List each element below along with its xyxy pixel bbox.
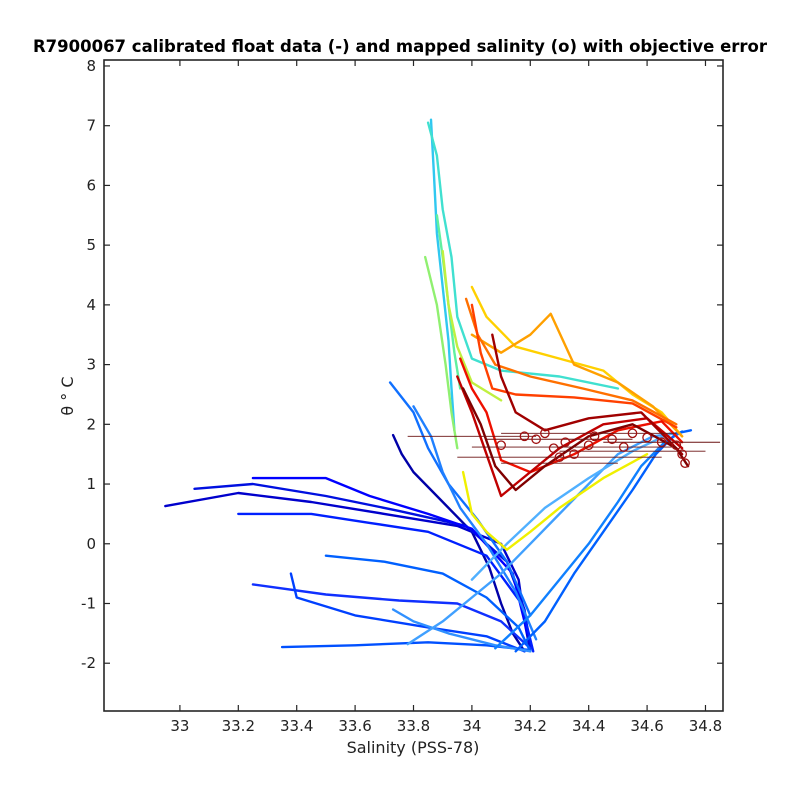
y-tick-label: 5 xyxy=(86,236,96,254)
mapped-salinity-point-4 xyxy=(560,437,571,448)
mapped-salinity-point-1 xyxy=(531,434,541,445)
x-tick-label: 34.6 xyxy=(630,717,663,735)
profile-line-0 xyxy=(391,433,526,653)
x-axis-ticks: 33 33.2 33.4 33.6 33.8 34 34.2 34.4 34.6 34.8 xyxy=(170,60,722,735)
plot-area xyxy=(104,60,723,711)
mapped-salinity-point-14 xyxy=(677,449,687,460)
y-tick-label: 4 xyxy=(86,296,96,314)
y-tick-label: 0 xyxy=(86,535,96,553)
mapped-salinity-point-5 xyxy=(569,449,579,460)
mapped-salinity-point-10 xyxy=(627,428,638,439)
x-tick-label: 34.8 xyxy=(689,717,722,735)
y-tick-label: 3 xyxy=(86,356,96,374)
mapped-salinity-point-16 xyxy=(496,440,506,451)
profile-line-23 xyxy=(470,312,684,438)
mapped-salinity-point-0 xyxy=(519,431,530,442)
y-axis-ticks: -2 -1 0 1 2 3 4 5 6 7 8 xyxy=(81,57,723,672)
mapped-salinity-point-7 xyxy=(589,431,600,442)
profile-line-6 xyxy=(289,572,526,653)
x-tick-label: 33.2 xyxy=(222,717,255,735)
x-tick-label: 34 xyxy=(462,717,481,735)
y-tick-label: -2 xyxy=(81,654,96,672)
x-axis-label: Salinity (PSS-78) xyxy=(347,738,480,757)
profile-line-21 xyxy=(461,453,649,551)
chart-title: R7900067 calibrated float data (-) and m… xyxy=(33,37,768,56)
mapped-salinity-point-9 xyxy=(618,442,629,452)
x-tick-label: 33 xyxy=(170,717,189,735)
mapped-salinity-point-2 xyxy=(540,428,550,439)
mapped-salinity-point-12 xyxy=(656,437,667,448)
profile-line-17 xyxy=(426,121,620,390)
profile-line-16 xyxy=(429,118,456,432)
mapped-salinity-point-13 xyxy=(671,440,682,451)
profile-line-11 xyxy=(391,608,532,653)
profile-line-19 xyxy=(424,255,459,450)
x-tick-label: 33.4 xyxy=(280,717,313,735)
mapped-salinity-point-17 xyxy=(554,452,565,463)
y-tick-label: -1 xyxy=(81,594,96,612)
y-tick-label: 2 xyxy=(86,415,96,433)
profile-line-20 xyxy=(441,249,503,402)
profile-line-8 xyxy=(324,554,532,653)
x-tick-label: 33.8 xyxy=(397,717,430,735)
y-axis-label: θ ° C xyxy=(58,376,77,415)
profile-line-2 xyxy=(193,482,532,650)
x-tick-label: 34.4 xyxy=(572,717,605,735)
profile-line-12 xyxy=(406,432,678,646)
y-tick-label: 1 xyxy=(86,475,96,493)
profile-line-14 xyxy=(514,429,693,653)
mapped-salinity-point-6 xyxy=(583,440,594,451)
profile-line-25 xyxy=(470,303,678,429)
mapped-salinity-point-15 xyxy=(680,458,690,468)
y-tick-label: 8 xyxy=(86,57,96,75)
x-tick-label: 33.6 xyxy=(338,717,371,735)
y-tick-label: 7 xyxy=(86,117,96,135)
mapped-salinity-point-11 xyxy=(642,432,652,443)
profile-line-28 xyxy=(491,333,684,456)
error-layer xyxy=(407,432,721,464)
y-tick-label: 6 xyxy=(86,176,96,194)
x-tick-label: 34.2 xyxy=(514,717,547,735)
profile-line-27 xyxy=(456,375,684,498)
profile-line-15 xyxy=(470,432,672,581)
mapped-salinity-point-8 xyxy=(607,434,617,445)
mapped-salinity-layer xyxy=(496,428,690,468)
profile-line-29 xyxy=(461,387,690,492)
profile-line-5 xyxy=(251,583,532,650)
mapped-salinity-point-3 xyxy=(548,443,559,454)
